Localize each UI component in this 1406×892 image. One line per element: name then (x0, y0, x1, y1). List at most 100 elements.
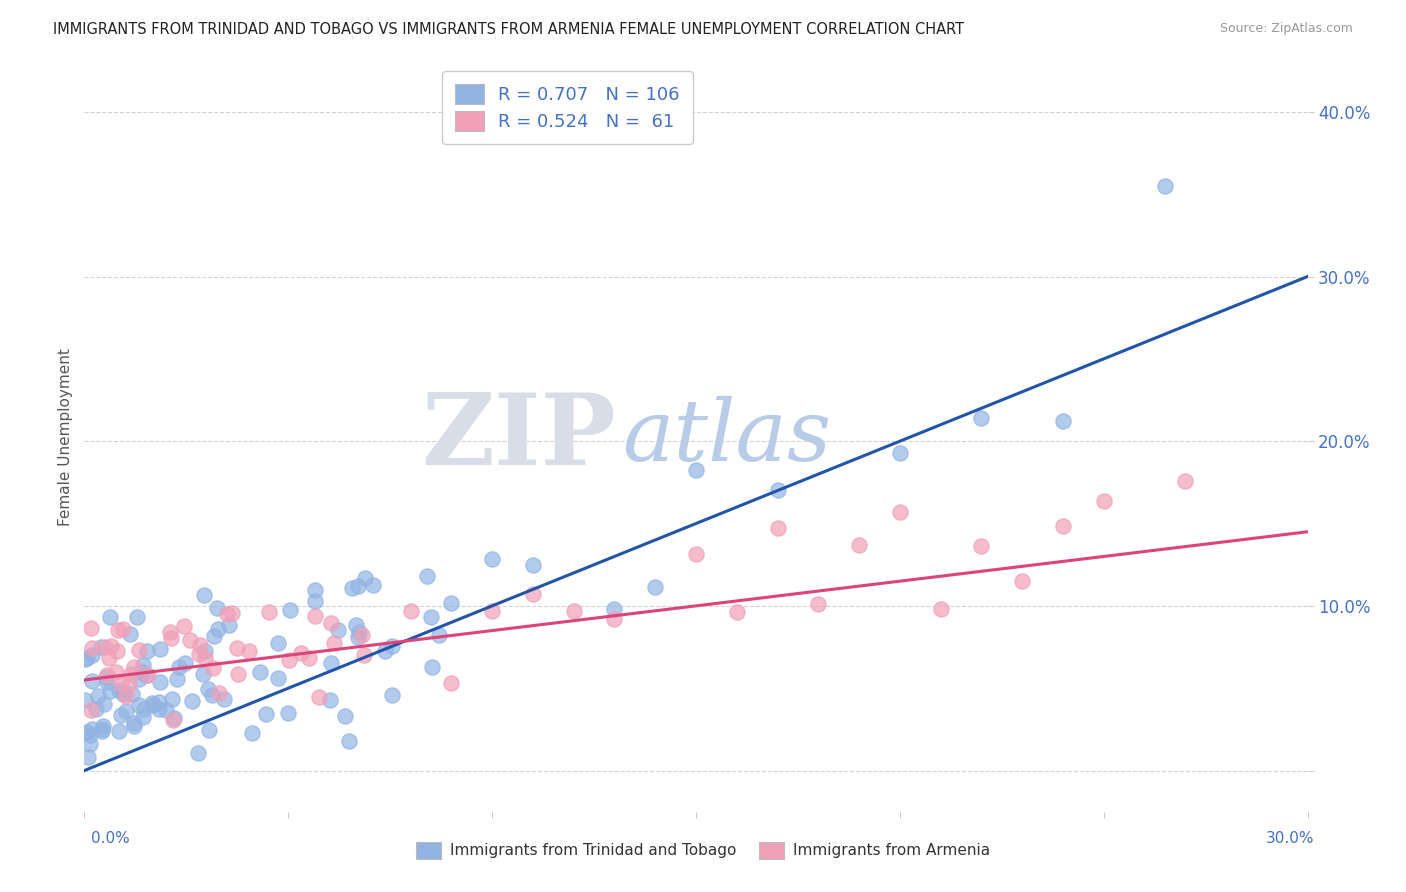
Point (115, 704, 138, 718)
Point (73, 693, 96, 707)
Point (87, 689, 110, 703)
Point (79, 737, 101, 751)
Point (132, 658, 155, 673)
Point (1011, 574, 1033, 589)
Point (349, 624, 371, 639)
Point (352, 628, 374, 642)
Point (80, 674, 103, 689)
Point (929, 602, 952, 616)
Point (420, 660, 443, 674)
Point (104, 665, 127, 679)
Point (188, 647, 211, 661)
Point (562, 604, 585, 618)
Point (522, 558, 544, 572)
Point (644, 580, 666, 594)
Point (416, 569, 439, 583)
Point (112, 685, 135, 699)
Point (149, 642, 172, 657)
Point (807, 597, 830, 611)
Point (254, 707, 277, 722)
Point (167, 660, 190, 674)
Point (76, 725, 98, 739)
Point (374, 644, 396, 658)
Point (96, 675, 118, 690)
Point (131, 665, 153, 679)
Point (381, 639, 404, 653)
Point (80, 648, 103, 662)
Point (304, 593, 326, 607)
Point (205, 601, 228, 615)
Point (212, 691, 235, 706)
Point (84, 702, 107, 716)
Point (93, 698, 115, 712)
Point (80, 641, 103, 656)
Point (319, 657, 342, 671)
Point (201, 688, 224, 702)
Point (108, 724, 131, 739)
Point (322, 636, 344, 650)
Legend: R = 0.707   N = 106, R = 0.524   N =  61: R = 0.707 N = 106, R = 0.524 N = 61 (443, 71, 693, 144)
Point (141, 696, 163, 710)
Point (128, 642, 150, 657)
Text: IMMIGRANTS FROM TRINIDAD AND TOBAGO VS IMMIGRANTS FROM ARMENIA FEMALE UNEMPLOYME: IMMIGRANTS FROM TRINIDAD AND TOBAGO VS I… (53, 22, 965, 37)
Point (142, 698, 165, 712)
Point (481, 551, 503, 566)
Point (337, 734, 360, 748)
Point (188, 638, 211, 652)
Point (1052, 414, 1074, 428)
Text: atlas: atlas (623, 396, 832, 478)
Point (110, 677, 132, 691)
Point (848, 538, 870, 552)
Point (399, 604, 422, 618)
Point (136, 668, 159, 682)
Point (603, 602, 626, 616)
Point (96, 667, 118, 681)
Point (333, 708, 356, 723)
Point (110, 707, 132, 722)
Point (98, 651, 121, 665)
Point (347, 579, 370, 593)
Point (132, 710, 155, 724)
Point (194, 643, 217, 657)
Point (100, 639, 122, 653)
Point (122, 719, 145, 733)
Point (257, 606, 280, 620)
Point (124, 660, 146, 674)
Point (889, 505, 911, 519)
Point (94, 640, 117, 654)
Point (160, 631, 183, 645)
Point (181, 694, 204, 708)
Point (120, 666, 142, 681)
Point (166, 672, 188, 686)
Point (440, 676, 463, 690)
Point (685, 547, 707, 561)
Point (207, 622, 229, 636)
Point (187, 746, 209, 760)
Point (319, 693, 342, 707)
Legend: Immigrants from Trinidad and Tobago, Immigrants from Armenia: Immigrants from Trinidad and Tobago, Imm… (411, 836, 995, 864)
Point (344, 618, 367, 632)
Point (90, 722, 112, 736)
Point (381, 689, 404, 703)
Point (79, 729, 101, 743)
Point (197, 723, 219, 738)
Point (278, 652, 301, 666)
Point (155, 703, 177, 717)
Point (194, 650, 217, 665)
Point (120, 627, 142, 641)
Point (221, 607, 243, 621)
Point (481, 604, 503, 618)
Y-axis label: Female Unemployment: Female Unemployment (58, 348, 73, 526)
Point (218, 618, 240, 632)
Point (1174, 474, 1197, 488)
Point (118, 677, 141, 691)
Point (363, 577, 385, 591)
Point (124, 715, 146, 730)
Point (128, 698, 150, 712)
Point (202, 661, 225, 675)
Point (149, 674, 172, 689)
Point (440, 596, 463, 610)
Point (107, 623, 129, 637)
Point (76, 651, 98, 665)
Point (353, 571, 375, 585)
